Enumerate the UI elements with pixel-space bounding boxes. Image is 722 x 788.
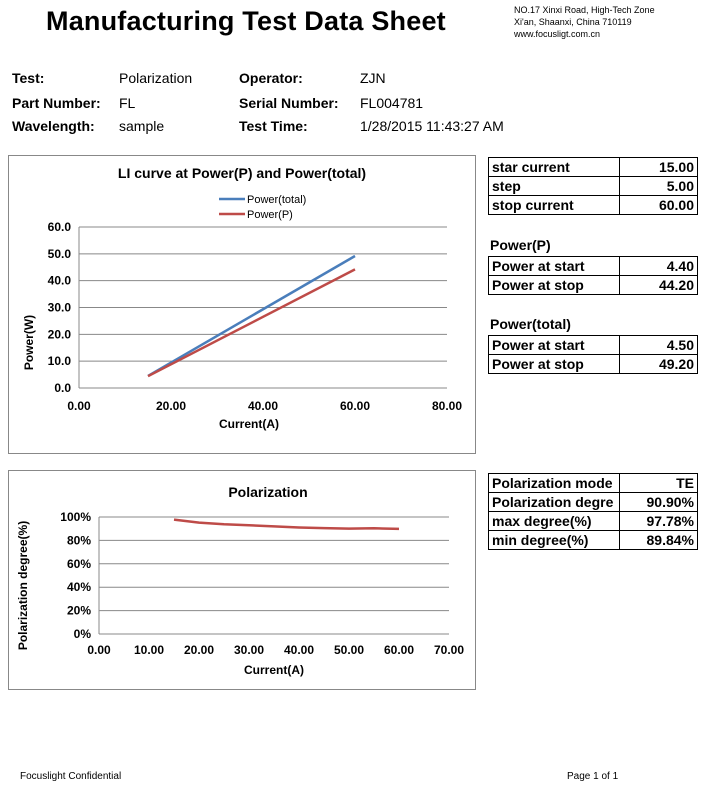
param-label: star current — [488, 157, 620, 177]
param-value: 4.50 — [619, 335, 698, 355]
param-label: max degree(%) — [488, 511, 620, 531]
y-tick-label: 40.0 — [48, 274, 72, 288]
operator-label: Operator: — [239, 70, 303, 86]
y-axis-label: Polarization degree(%) — [16, 521, 30, 650]
table-row: Polarization mode TE — [488, 473, 698, 493]
polarization-chart-plot: 0% 20% 40% 60% 80% 100% 0.00 10.00 20.00 30.00 40.… — [16, 510, 464, 677]
y-axis-label: Power(W) — [22, 315, 36, 370]
series-line-0 — [147, 254, 356, 377]
series-line-1 — [147, 268, 356, 378]
address-line-1: NO.17 Xinxi Road, High-Tech Zone — [514, 5, 655, 15]
x-tick-label: 0.00 — [87, 643, 111, 657]
x-tick-label: 40.00 — [248, 399, 278, 413]
y-tick-label: 100% — [60, 510, 91, 524]
x-tick-label: 20.00 — [184, 643, 214, 657]
power-total-heading: Power(total) — [490, 316, 571, 332]
x-axis-label: Current(A) — [244, 663, 304, 677]
param-label: Power at stop — [488, 354, 620, 374]
x-tick-label: 30.00 — [234, 643, 264, 657]
test-value: Polarization — [119, 70, 193, 86]
li-chart-plot: 0.0 10.0 20.0 30.0 40.0 50.0 60.0 0.00 20.00 40.0… — [22, 194, 462, 431]
test-time-label: Test Time: — [239, 118, 308, 134]
x-tick-label: 80.00 — [432, 399, 462, 413]
y-tick-label: 10.0 — [48, 354, 72, 368]
x-tick-label: 50.00 — [334, 643, 364, 657]
table-row: Polarization degre 90.90% — [488, 492, 698, 512]
table-row: step 5.00 — [488, 176, 698, 196]
param-value: 49.20 — [619, 354, 698, 374]
param-value: 5.00 — [619, 176, 698, 196]
param-value: 60.00 — [619, 195, 698, 215]
polarization-chart-title: Polarization — [228, 484, 308, 500]
x-tick-label: 70.00 — [434, 643, 464, 657]
y-tick-label: 40% — [67, 580, 91, 594]
polarization-table: Polarization mode TE Polarization degre 90.… — [488, 473, 698, 550]
param-value: 4.40 — [619, 256, 698, 276]
footer-page-number: Page 1 of 1 — [567, 771, 619, 782]
table-row: Power at start 4.50 — [488, 335, 698, 355]
wavelength-label: Wavelength: — [12, 118, 95, 134]
power-total-table: Power at start 4.50 Power at stop 49.20 — [488, 335, 698, 374]
footer-confidential: Focuslight Confidential — [20, 771, 122, 782]
param-value: 44.20 — [619, 275, 698, 295]
x-tick-label: 10.00 — [134, 643, 164, 657]
table-row: Power at start 4.40 — [488, 256, 698, 276]
power-p-table: Power at start 4.40 Power at stop 44.20 — [488, 256, 698, 295]
table-row: max degree(%) 97.78% — [488, 511, 698, 531]
current-params-table: star current 15.00 step 5.00 stop current 60.… — [488, 157, 698, 215]
param-value: 90.90% — [619, 492, 698, 512]
company-address: NO.17 Xinxi Road, High-Tech Zone Xi'an, … — [514, 4, 655, 40]
y-tick-label: 0.0 — [54, 381, 71, 395]
y-tick-label: 20.0 — [48, 327, 72, 341]
x-tick-label: 0.00 — [67, 399, 91, 413]
param-label: Polarization degre — [488, 492, 620, 512]
address-line-2: Xi'an, Shaanxi, China 710119 — [514, 17, 632, 27]
power-p-heading: Power(P) — [490, 237, 551, 253]
param-label: Polarization mode — [488, 473, 620, 493]
y-tick-label: 60% — [67, 557, 91, 571]
table-row: Power at stop 44.20 — [488, 275, 698, 295]
param-value: TE — [619, 473, 698, 493]
serial-number-label: Serial Number: — [239, 95, 339, 111]
param-value: 89.84% — [619, 530, 698, 550]
param-label: min degree(%) — [488, 530, 620, 550]
part-number-label: Part Number: — [12, 95, 101, 111]
test-label: Test: — [12, 70, 45, 86]
table-row: min degree(%) 89.84% — [488, 530, 698, 550]
y-tick-label: 50.0 — [48, 247, 72, 261]
page-title: Manufacturing Test Data Sheet — [46, 6, 446, 36]
operator-value: ZJN — [360, 70, 386, 86]
param-label: stop current — [488, 195, 620, 215]
x-tick-label: 20.00 — [156, 399, 186, 413]
y-tick-label: 0% — [74, 627, 92, 641]
param-label: Power at start — [488, 256, 620, 276]
y-tick-label: 20% — [67, 604, 91, 618]
company-website: www.focusligt.com.cn — [514, 29, 601, 39]
param-value: 15.00 — [619, 157, 698, 177]
table-row: Power at stop 49.20 — [488, 354, 698, 374]
legend-label-1: Power(P) — [247, 209, 293, 221]
part-number-value: FL — [119, 95, 136, 111]
table-row: star current 15.00 — [488, 157, 698, 177]
series-line-0 — [173, 518, 400, 531]
table-row: stop current 60.00 — [488, 195, 698, 215]
test-time-value: 1/28/2015 11:43:27 AM — [360, 118, 504, 134]
serial-number-value: FL004781 — [360, 95, 424, 111]
param-label: step — [488, 176, 620, 196]
polarization-chart: Polarization 0% 20% 40% 60% 80% 100% 0.00 10.00… — [8, 470, 476, 690]
x-tick-label: 40.00 — [284, 643, 314, 657]
param-value: 97.78% — [619, 511, 698, 531]
y-tick-label: 80% — [67, 533, 91, 547]
x-tick-label: 60.00 — [384, 643, 414, 657]
param-label: Power at start — [488, 335, 620, 355]
li-curve-chart: LI curve at Power(P) and Power(total) 0.… — [8, 155, 476, 454]
li-chart-title: LI curve at Power(P) and Power(total) — [117, 165, 367, 181]
y-tick-label: 60.0 — [48, 220, 72, 234]
param-label: Power at stop — [488, 275, 620, 295]
x-tick-label: 60.00 — [340, 399, 370, 413]
wavelength-value: sample — [119, 118, 165, 134]
y-tick-label: 30.0 — [48, 301, 72, 315]
legend-label-0: Power(total) — [247, 194, 306, 206]
x-axis-label: Current(A) — [219, 417, 279, 431]
